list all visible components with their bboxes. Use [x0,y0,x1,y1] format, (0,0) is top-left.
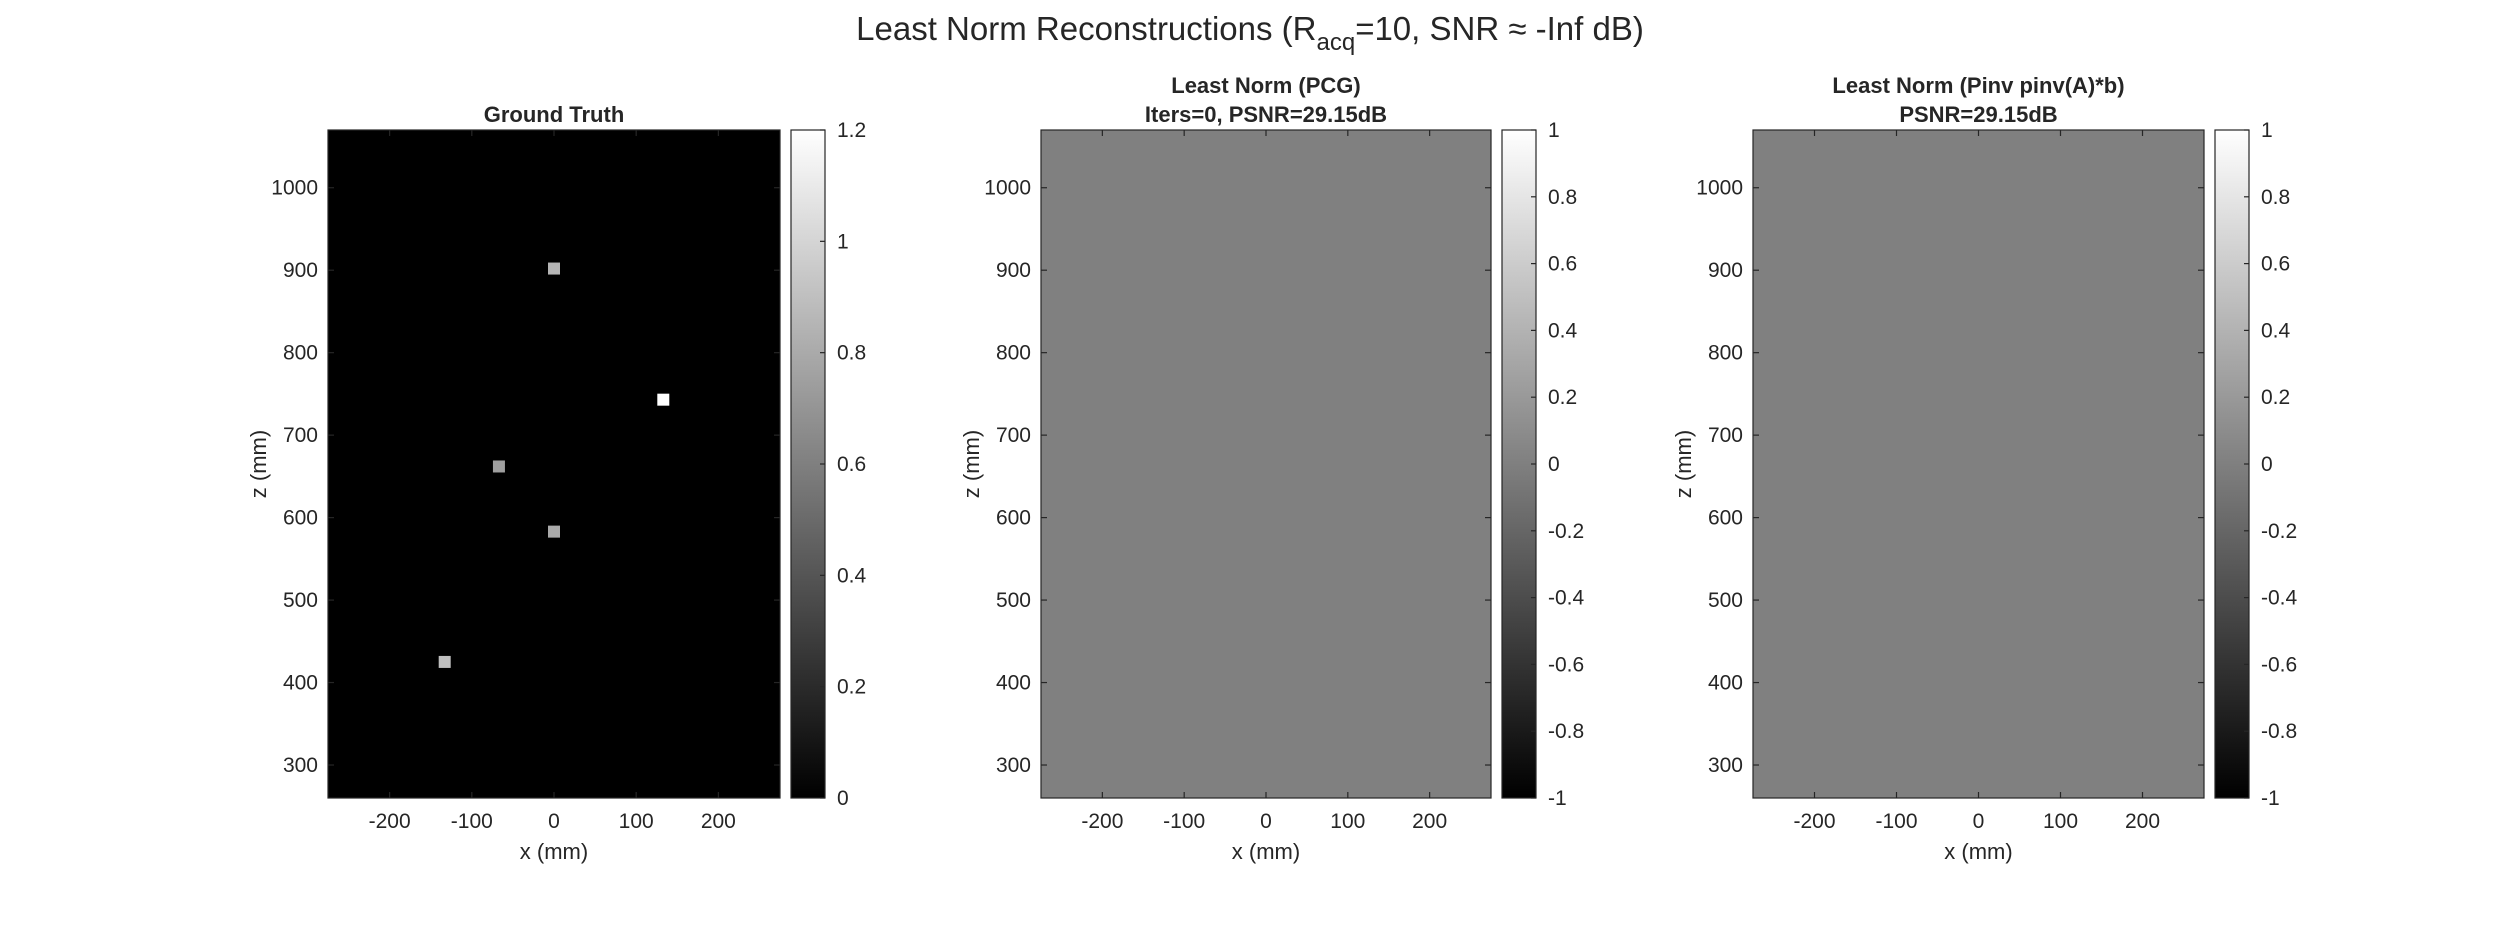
x-tick-label: 100 [2043,810,2078,833]
x-tick-label: -100 [451,810,493,833]
x-tick-label: 200 [701,810,736,833]
colorbar-tick-label: -0.2 [2261,520,2297,543]
x-tick-label: -200 [1081,810,1123,833]
x-tick-label: 100 [619,810,654,833]
y-tick-label: 1000 [1696,177,1743,200]
y-tick-label: 600 [996,507,1031,530]
y-tick-label: 400 [1708,672,1743,695]
colorbar-tick-label: 0.4 [2261,319,2291,342]
subplot-title: Least Norm (PCG) [1171,73,1360,98]
colorbar-tick-label: 0.6 [2261,253,2290,276]
colorbar-tick-label: -1 [1548,787,1567,810]
y-tick-label: 1000 [271,177,318,200]
subplot-title: Least Norm (Pinv pinv(A)*b) [1832,73,2124,98]
colorbar-tick-label: 1 [837,230,849,253]
x-axis-label: x (mm) [1944,839,2012,864]
x-tick-label: 200 [2125,810,2160,833]
image-background [1041,130,1491,798]
y-tick-label: 700 [996,424,1031,447]
colorbar-tick-label: -0.6 [2261,653,2297,676]
colorbar-tick-label: 1.2 [837,119,866,142]
x-tick-label: 0 [1973,810,1985,833]
colorbar-tick-label: 0.6 [1548,253,1577,276]
y-tick-label: 800 [283,342,318,365]
colorbar-tick-label: 0.2 [1548,386,1577,409]
colorbar-tick-label: 0.8 [837,342,866,365]
y-tick-label: 600 [283,507,318,530]
y-tick-label: 800 [1708,342,1743,365]
figure-title-subscript: acq [1316,29,1355,56]
scatterer-point [548,525,560,538]
x-tick-label: 0 [548,810,560,833]
y-axis-label: z (mm) [246,430,271,498]
figure-title-main: Least Norm Reconstructions (R [856,10,1316,47]
x-tick-label: -200 [1793,810,1835,833]
scatterer-point [548,262,560,275]
y-axis-label: z (mm) [959,430,984,498]
y-tick-label: 500 [996,589,1031,612]
colorbar-tick-label: 0 [837,787,849,810]
subplot-1: -200 -100 0 100 200 300 400 500 600 700 800 900 1000… [246,102,867,864]
y-tick-label: 400 [283,672,318,695]
x-axis-label: x (mm) [520,839,588,864]
y-tick-label: 500 [1708,589,1743,612]
y-tick-label: 900 [1708,259,1743,282]
colorbar-tick-label: 0 [2261,453,2273,476]
y-tick-label: 300 [996,754,1031,777]
colorbar [791,130,825,798]
x-tick-label: -100 [1875,810,1917,833]
x-tick-label: -200 [369,810,411,833]
x-tick-label: -100 [1163,810,1205,833]
colorbar [2215,130,2249,798]
y-tick-label: 900 [996,259,1031,282]
figure-title-rest: =10, SNR ≈ -Inf dB) [1355,10,1644,47]
subplot-2: -200 -100 0 100 200 300 400 500 600 700 800 900 1000… [959,73,1585,864]
colorbar-tick-label: 1 [2261,119,2273,142]
image-background [1753,130,2204,798]
colorbar-tick-label: 0.8 [2261,186,2290,209]
y-tick-label: 700 [1708,424,1743,447]
colorbar-tick-label: 0.4 [837,564,867,587]
y-tick-label: 500 [283,589,318,612]
colorbar-tick-label: 0.2 [2261,386,2290,409]
y-tick-label: 900 [283,259,318,282]
figure-title: Least Norm Reconstructions (Racq=10, SNR… [856,10,1644,56]
colorbar-tick-label: -0.8 [2261,720,2297,743]
subplot-3: -200 -100 0 100 200 300 400 500 600 700 800 900 1000… [1671,73,2298,864]
image-background [328,130,780,798]
scatterer-point [657,393,670,406]
x-tick-label: 200 [1412,810,1447,833]
colorbar-tick-label: -0.2 [1548,520,1584,543]
x-axis-label: x (mm) [1232,839,1300,864]
scatterer-point [438,655,451,668]
colorbar-tick-label: -0.6 [1548,653,1584,676]
y-tick-label: 700 [283,424,318,447]
x-tick-label: 0 [1260,810,1272,833]
scatterer-point [492,460,505,473]
colorbar-tick-label: -0.4 [1548,587,1585,610]
colorbar-tick-label: 0.8 [1548,186,1577,209]
colorbar [1502,130,1536,798]
y-tick-label: 400 [996,672,1031,695]
colorbar-tick-label: 1 [1548,119,1560,142]
colorbar-tick-label: -0.4 [2261,587,2298,610]
colorbar-tick-label: 0.6 [837,453,866,476]
y-tick-label: 600 [1708,507,1743,530]
colorbar-tick-label: 0.4 [1548,319,1578,342]
colorbar-tick-label: -1 [2261,787,2280,810]
subplot-title: PSNR=29.15dB [1899,102,2057,127]
y-tick-label: 800 [996,342,1031,365]
y-tick-label: 1000 [984,177,1031,200]
x-tick-label: 100 [1330,810,1365,833]
colorbar-tick-label: 0.2 [837,676,866,699]
y-tick-label: 300 [1708,754,1743,777]
y-tick-label: 300 [283,754,318,777]
subplot-title: Ground Truth [484,102,625,127]
subplot-title: Iters=0, PSNR=29.15dB [1145,102,1387,127]
y-axis-label: z (mm) [1671,430,1696,498]
colorbar-tick-label: 0 [1548,453,1560,476]
colorbar-tick-label: -0.8 [1548,720,1584,743]
